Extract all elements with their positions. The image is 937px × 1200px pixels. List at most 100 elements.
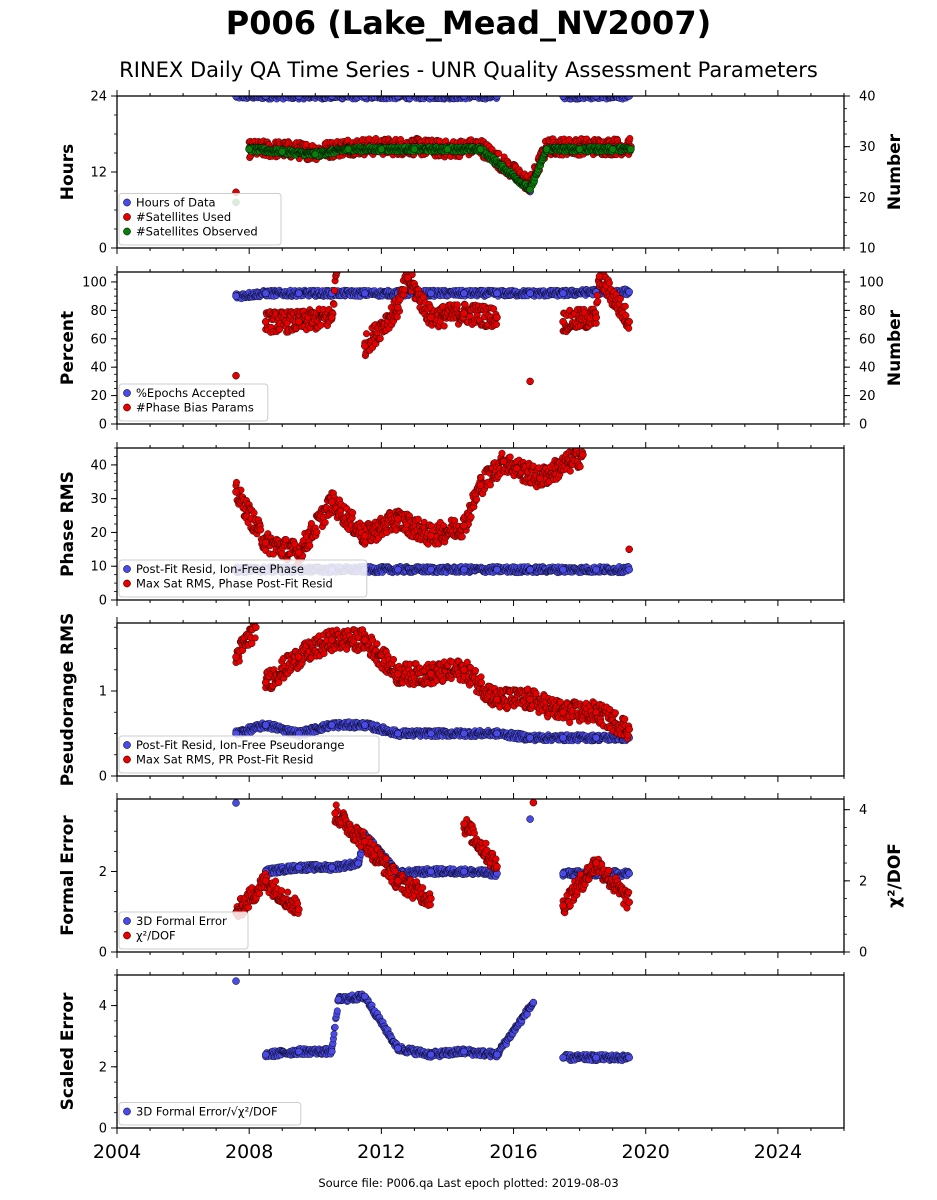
data-point bbox=[321, 519, 329, 527]
data-point bbox=[476, 481, 485, 489]
y-right-axis-label: Number bbox=[885, 133, 905, 210]
legend: Hours of Data#Satellites Used#Satellites… bbox=[118, 193, 282, 246]
data-point bbox=[622, 312, 630, 320]
data-points bbox=[232, 448, 633, 577]
data-point bbox=[420, 96, 424, 97]
data-point bbox=[307, 520, 315, 528]
y-right-tick-label: 80 bbox=[859, 304, 876, 319]
legend-marker bbox=[123, 403, 131, 412]
data-point bbox=[575, 145, 584, 153]
y-right-tick-label: 40 bbox=[859, 361, 876, 376]
data-point bbox=[358, 96, 362, 97]
y-axis-label: Hours bbox=[58, 144, 78, 201]
data-point bbox=[427, 96, 435, 100]
data-point bbox=[499, 457, 508, 466]
series-epochs-accepted bbox=[232, 285, 633, 303]
data-point bbox=[626, 96, 630, 97]
data-points bbox=[232, 623, 633, 745]
data-points bbox=[232, 96, 635, 207]
data-point bbox=[493, 289, 501, 298]
data-point bbox=[328, 498, 336, 506]
data-point bbox=[299, 96, 304, 97]
data-point bbox=[427, 532, 435, 540]
data-point bbox=[559, 317, 567, 326]
y-tick-label: 40 bbox=[90, 361, 107, 376]
data-point bbox=[605, 279, 613, 287]
figure-title: P006 (Lake_Mead_NV2007) bbox=[225, 4, 712, 42]
data-point bbox=[625, 545, 633, 554]
data-point bbox=[376, 335, 384, 343]
series-max-sat-rms-phase-post-fit-resid bbox=[232, 448, 633, 567]
y-tick-label: 100 bbox=[82, 275, 107, 290]
data-point bbox=[495, 149, 503, 157]
data-point bbox=[526, 289, 534, 298]
data-point bbox=[232, 478, 240, 486]
series-satellites-observed bbox=[232, 143, 635, 207]
data-point bbox=[261, 538, 270, 547]
data-point bbox=[394, 565, 402, 574]
data-point bbox=[361, 342, 369, 350]
data-point bbox=[349, 509, 357, 517]
data-point bbox=[377, 145, 386, 153]
y-right-tick-label: 40 bbox=[859, 90, 876, 105]
data-point bbox=[506, 453, 514, 461]
data-point bbox=[627, 145, 635, 153]
y-tick-label: 12 bbox=[90, 166, 107, 181]
data-point bbox=[493, 565, 501, 574]
data-point bbox=[593, 291, 601, 299]
data-point bbox=[592, 565, 600, 574]
panel-percent-number: 020406080100Percent020406080100Number%Ep… bbox=[58, 266, 905, 433]
data-point bbox=[333, 272, 341, 276]
data-point bbox=[605, 96, 610, 97]
data-point bbox=[394, 96, 402, 100]
data-point bbox=[559, 565, 567, 574]
data-point bbox=[235, 96, 240, 97]
y-tick-label: 60 bbox=[90, 332, 107, 347]
data-point bbox=[443, 145, 452, 153]
legend-marker bbox=[123, 389, 131, 397]
y-right-axis-label: Number bbox=[885, 309, 905, 386]
data-point bbox=[473, 495, 481, 503]
data-point bbox=[232, 371, 240, 380]
data-point bbox=[579, 451, 587, 459]
data-point bbox=[414, 515, 422, 523]
data-point bbox=[261, 96, 270, 100]
data-point bbox=[295, 289, 303, 298]
y-tick-label: 20 bbox=[90, 526, 107, 541]
data-point bbox=[536, 474, 544, 483]
data-point bbox=[440, 322, 448, 330]
data-point bbox=[427, 313, 435, 322]
data-point bbox=[576, 463, 584, 471]
data-point bbox=[394, 96, 399, 97]
y-tick-label: 0 bbox=[99, 594, 107, 609]
y-tick-label: 30 bbox=[90, 492, 107, 507]
data-point bbox=[394, 515, 402, 523]
legend-marker bbox=[123, 227, 131, 236]
figure-subtitle: RINEX Daily QA Time Series - UNR Quality… bbox=[119, 58, 818, 82]
y-right-tick-label: 100 bbox=[859, 275, 884, 290]
data-point bbox=[295, 548, 303, 557]
data-point bbox=[330, 300, 338, 308]
data-point bbox=[261, 289, 270, 298]
data-point bbox=[344, 145, 353, 153]
y-right-tick-label: 0 bbox=[859, 418, 867, 433]
data-point bbox=[313, 528, 321, 536]
data-point bbox=[311, 150, 320, 159]
data-point bbox=[361, 96, 369, 100]
legend-box bbox=[118, 193, 282, 246]
data-point bbox=[317, 321, 325, 329]
y-tick-label: 40 bbox=[90, 458, 107, 473]
data-point bbox=[592, 313, 600, 322]
data-point bbox=[460, 289, 468, 298]
data-point bbox=[410, 145, 419, 153]
legend-marker bbox=[123, 213, 131, 221]
y-axis-label: Percent bbox=[58, 311, 78, 385]
data-point bbox=[460, 565, 468, 574]
data-point bbox=[595, 272, 604, 281]
data-point bbox=[498, 449, 506, 457]
legend-marker bbox=[123, 565, 131, 573]
data-point bbox=[404, 273, 412, 282]
legend-label: #Phase Bias Params bbox=[136, 401, 254, 415]
